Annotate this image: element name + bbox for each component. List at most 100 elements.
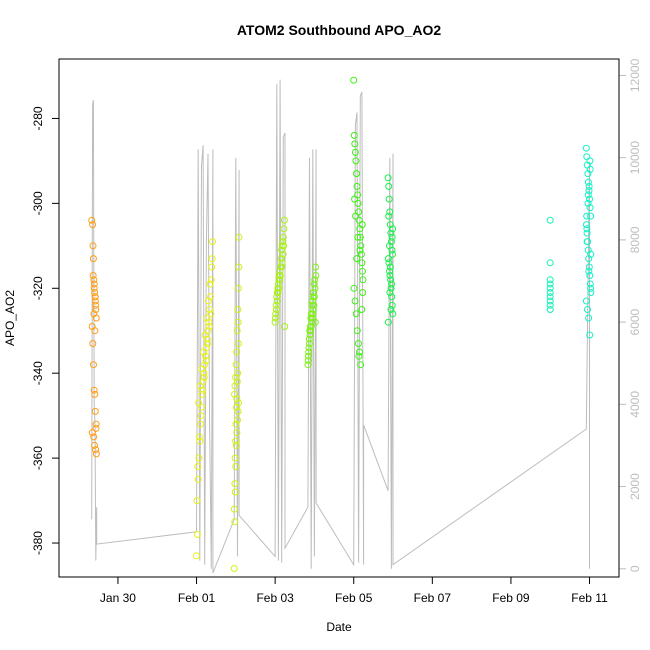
- plot-frame: [58, 58, 620, 578]
- data-point: [546, 276, 554, 284]
- data-point: [234, 340, 242, 347]
- data-point: [385, 242, 393, 250]
- data-point: [273, 297, 281, 305]
- data-point: [586, 331, 594, 339]
- data-point: [350, 131, 358, 139]
- data-point: [389, 310, 397, 318]
- data-point: [234, 318, 242, 326]
- data-point: [304, 361, 312, 369]
- data-point: [583, 153, 591, 161]
- data-point: [387, 229, 395, 237]
- data-point: [233, 378, 241, 386]
- data-point: [355, 352, 363, 360]
- data-point: [276, 272, 284, 279]
- data-point: [207, 276, 215, 284]
- data-point: [582, 297, 590, 305]
- data-point: [278, 246, 286, 254]
- data-point: [88, 429, 96, 437]
- data-point: [586, 280, 594, 288]
- data-point: [586, 195, 593, 203]
- data-point: [389, 250, 396, 258]
- chart-title: ATOM2 Southbound APO_AO2: [237, 22, 442, 38]
- data-point: [388, 301, 396, 309]
- data-point: [384, 174, 392, 182]
- data-point: [310, 301, 318, 309]
- data-point: [200, 369, 208, 377]
- data-point: [235, 399, 243, 407]
- data-point: [231, 480, 239, 488]
- data-point: [207, 310, 215, 318]
- data-point: [546, 216, 554, 224]
- y2-tick-label: 12000: [628, 58, 642, 92]
- data-point: [385, 195, 393, 203]
- data-point: [305, 335, 313, 343]
- data-point: [90, 284, 98, 292]
- data-point: [584, 170, 592, 178]
- data-point: [587, 289, 595, 296]
- data-point: [353, 255, 361, 263]
- y2-tick-label: 8000: [628, 226, 642, 253]
- data-point: [233, 429, 241, 437]
- data-point: [208, 255, 216, 263]
- data-point: [89, 255, 97, 263]
- data-point: [306, 323, 314, 330]
- data-point: [350, 284, 358, 292]
- data-point: [90, 276, 98, 284]
- data-point: [309, 297, 316, 305]
- y2-tick-label: 10000: [628, 141, 642, 175]
- data-point: [232, 437, 240, 445]
- data-point: [385, 259, 393, 267]
- data-point: [351, 297, 359, 305]
- data-point: [206, 280, 214, 288]
- data-point: [208, 263, 216, 271]
- data-point: [233, 327, 241, 335]
- data-point: [584, 178, 592, 186]
- data-point: [582, 144, 590, 152]
- data-point: [388, 293, 396, 301]
- data-point: [358, 259, 366, 267]
- data-point: [273, 306, 280, 313]
- data-point: [233, 348, 241, 356]
- data-point: [359, 276, 367, 284]
- data-point: [273, 293, 281, 301]
- data-point: [193, 497, 201, 505]
- data-point: [278, 259, 286, 267]
- data-point: [351, 140, 359, 148]
- data-point: [583, 221, 590, 229]
- y-tick-label: -280: [31, 106, 45, 130]
- y-tick-label: -340: [31, 361, 45, 385]
- data-point: [354, 233, 362, 241]
- data-point: [357, 250, 365, 258]
- data-point: [351, 195, 359, 203]
- data-point: [583, 238, 591, 246]
- data-point: [92, 301, 100, 309]
- data-point: [583, 212, 591, 220]
- data-point: [195, 433, 203, 441]
- data-point: [585, 267, 593, 275]
- data-point: [352, 310, 360, 318]
- data-point: [351, 148, 359, 156]
- data-point: [311, 284, 319, 292]
- x-tick-label: Feb 07: [414, 591, 452, 605]
- data-point: [306, 331, 314, 339]
- data-point: [546, 301, 554, 309]
- data-point: [91, 289, 99, 296]
- y2-tick-label: 2000: [628, 473, 642, 500]
- data-point: [586, 157, 594, 165]
- data-point: [92, 424, 100, 432]
- data-point: [277, 263, 285, 271]
- data-point: [89, 272, 97, 279]
- data-point: [585, 314, 593, 322]
- data-point: [277, 255, 285, 263]
- data-point: [234, 416, 241, 424]
- data-point: [585, 182, 593, 190]
- data-point: [354, 199, 362, 207]
- data-point: [231, 382, 239, 390]
- y-axis-label: APO_AO2: [3, 290, 17, 346]
- data-point: [583, 229, 591, 237]
- data-point: [234, 306, 242, 313]
- data-point: [196, 437, 204, 445]
- data-point: [309, 293, 317, 301]
- x-axis-label: Date: [326, 620, 352, 634]
- data-point: [387, 284, 395, 292]
